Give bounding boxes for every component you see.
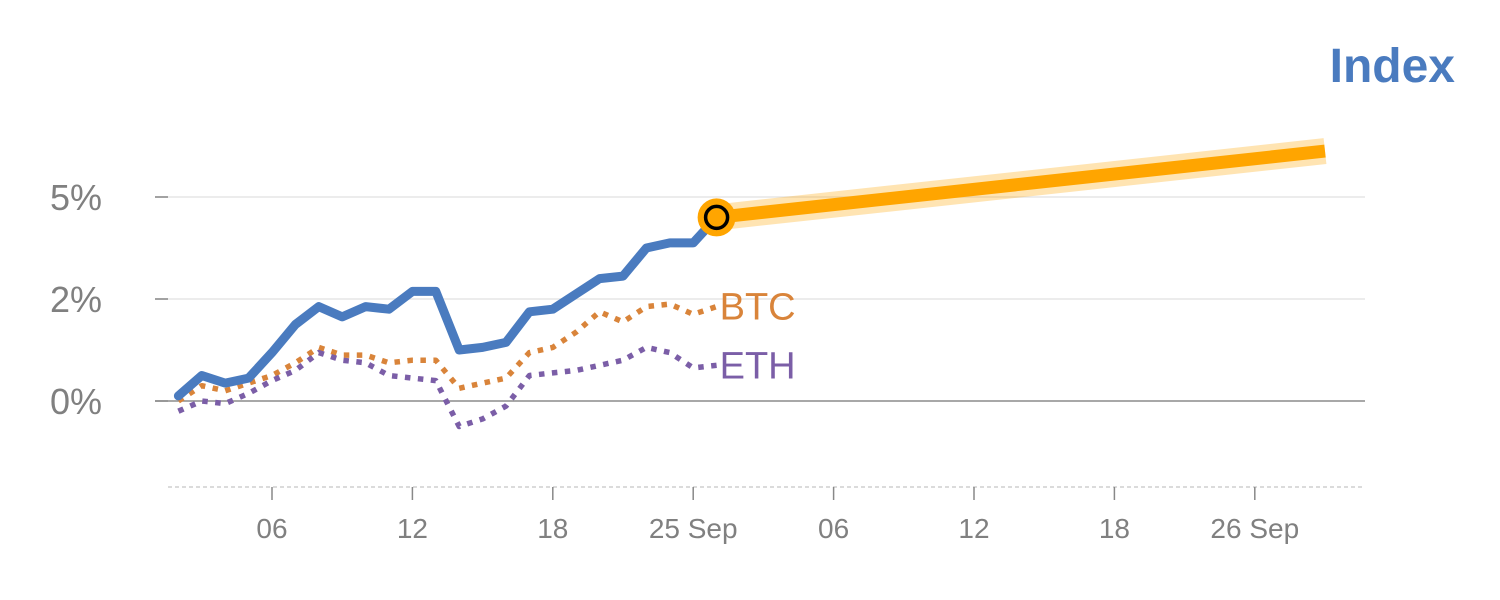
- y-tick-label: 5%: [50, 177, 102, 218]
- last-point-marker: [697, 198, 736, 237]
- x-tick-label: 12: [397, 513, 428, 544]
- series-labels: BTC ETH: [720, 287, 796, 388]
- x-axis-ticks: 06 12 18 25 Sep 06 12 18 26 Sep: [256, 487, 1299, 544]
- series-label-eth: ETH: [720, 345, 796, 387]
- x-tick-label: 26 Sep: [1210, 513, 1299, 544]
- x-tick-label: 18: [1099, 513, 1130, 544]
- x-tick-label: 06: [256, 513, 287, 544]
- y-tick-label: 0%: [50, 381, 102, 422]
- series-lines: [173, 212, 722, 430]
- chart-title: Index: [1330, 40, 1456, 93]
- series-line-btc: [176, 301, 718, 404]
- x-tick-label: 25 Sep: [649, 513, 738, 544]
- y-tick-label: 2%: [50, 279, 102, 320]
- series-line-index: [173, 212, 722, 401]
- y-axis-ticks: 0% 2% 5%: [50, 177, 168, 422]
- forecast-line-core: [715, 144, 1326, 224]
- x-tick-label: 12: [958, 513, 989, 544]
- series-label-btc: BTC: [720, 287, 796, 329]
- x-tick-label: 18: [537, 513, 568, 544]
- series-line-eth: [177, 344, 717, 430]
- axes: [155, 400, 1365, 488]
- marker-outer: [697, 198, 736, 237]
- grid-lines: [155, 196, 1365, 300]
- x-tick-label: 06: [818, 513, 849, 544]
- marker-ring: [703, 204, 730, 231]
- forecast-line: [715, 138, 1327, 231]
